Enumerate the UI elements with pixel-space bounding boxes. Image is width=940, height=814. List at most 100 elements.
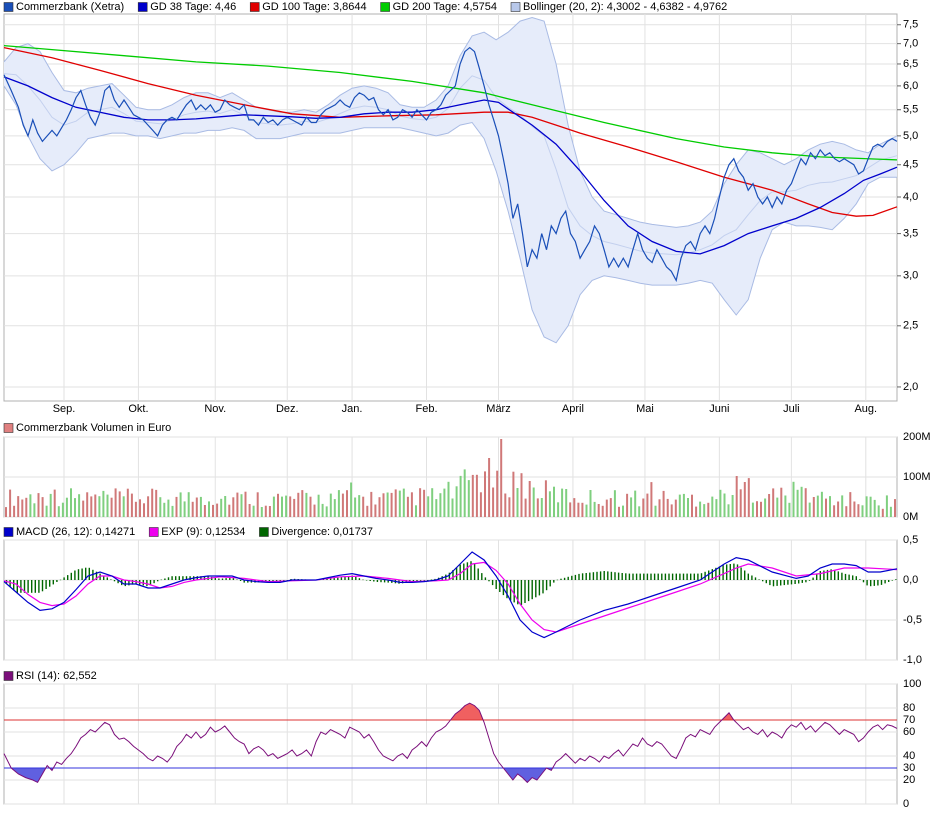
divergence-bar bbox=[203, 576, 206, 580]
divergence-bar bbox=[862, 580, 865, 583]
divergence-bar bbox=[27, 580, 29, 593]
volume-bar bbox=[321, 503, 324, 517]
volume-bar bbox=[370, 491, 373, 517]
volume-tick-label: 200M bbox=[903, 431, 931, 443]
divergence-bar bbox=[355, 576, 357, 580]
volume-bar bbox=[467, 480, 470, 517]
divergence-bar bbox=[823, 570, 825, 580]
divergence-bar bbox=[844, 573, 847, 580]
volume-bar bbox=[597, 504, 600, 517]
legend-swatch bbox=[3, 2, 14, 12]
divergence-bar bbox=[563, 577, 566, 580]
divergence-bar bbox=[866, 580, 868, 586]
volume-bar bbox=[212, 504, 214, 517]
rsi-tick-label: 20 bbox=[903, 774, 915, 786]
rsi-tick-label: 60 bbox=[903, 726, 915, 738]
divergence-bar bbox=[221, 578, 224, 580]
volume-bar bbox=[747, 478, 750, 517]
divergence-bar bbox=[272, 580, 274, 582]
volume-bar bbox=[203, 505, 206, 517]
divergence-bar bbox=[167, 577, 170, 580]
legend-label: MACD (26, 12): 0,14271 bbox=[16, 526, 135, 538]
volume-bar bbox=[719, 489, 722, 517]
divergence-bar bbox=[808, 580, 811, 581]
volume-bar bbox=[382, 493, 385, 517]
divergence-bar bbox=[373, 580, 375, 582]
volume-bar bbox=[544, 480, 547, 517]
volume-bar bbox=[9, 489, 12, 517]
volume-bar bbox=[589, 490, 592, 517]
divergence-bar bbox=[49, 580, 51, 587]
divergence-bar bbox=[20, 580, 22, 593]
legend-swatch bbox=[148, 527, 159, 537]
divergence-bar bbox=[459, 564, 461, 580]
volume-bar bbox=[569, 502, 572, 517]
volume-bar bbox=[707, 502, 710, 517]
divergence-bar bbox=[103, 575, 105, 580]
legend-label: Divergence: 0,01737 bbox=[271, 526, 373, 538]
volume-bar bbox=[548, 491, 551, 517]
volume-bar bbox=[772, 488, 775, 517]
volume-bar bbox=[285, 495, 288, 517]
divergence-bar bbox=[369, 580, 371, 581]
divergence-bar bbox=[556, 579, 559, 581]
divergence-bar bbox=[607, 571, 609, 580]
divergence-bar bbox=[113, 580, 116, 582]
volume-bar bbox=[739, 489, 742, 517]
volume-bar bbox=[435, 499, 438, 517]
volume-bar bbox=[195, 497, 198, 517]
month-label: Juli bbox=[783, 403, 800, 415]
volume-bar bbox=[130, 493, 133, 517]
divergence-bar bbox=[88, 567, 90, 580]
divergence-bar bbox=[362, 579, 364, 581]
divergence-bar bbox=[708, 570, 710, 580]
volume-bar bbox=[735, 476, 738, 517]
divergence-bar bbox=[538, 580, 541, 596]
divergence-bar bbox=[589, 572, 591, 580]
volume-bar bbox=[41, 497, 44, 517]
divergence-bar bbox=[488, 580, 490, 582]
volume-bar bbox=[605, 499, 608, 517]
divergence-bar bbox=[560, 578, 562, 580]
divergence-bar bbox=[596, 571, 598, 580]
bollinger-upper-line bbox=[3, 16, 898, 228]
volume-bar bbox=[471, 474, 474, 517]
volume-bar bbox=[74, 498, 76, 517]
divergence-bar bbox=[625, 573, 627, 580]
volume-bar bbox=[687, 498, 689, 517]
volume-bar bbox=[691, 494, 693, 517]
divergence-bar bbox=[13, 580, 15, 591]
volume-bar bbox=[841, 495, 844, 517]
macd-tick-label: -0,5 bbox=[903, 614, 922, 626]
divergence-bar bbox=[517, 580, 519, 605]
volume-bar bbox=[118, 491, 121, 517]
volume-bar bbox=[573, 498, 576, 517]
divergence-bar bbox=[520, 580, 523, 605]
divergence-bar bbox=[816, 574, 818, 580]
volume-bar bbox=[512, 471, 515, 517]
divergence-bar bbox=[787, 580, 789, 585]
divergence-bar bbox=[178, 576, 180, 580]
volume-tick-label: 100M bbox=[903, 471, 931, 483]
divergence-bar bbox=[527, 580, 530, 602]
divergence-bar bbox=[473, 563, 476, 580]
volume-bar bbox=[264, 505, 267, 517]
volume-bar bbox=[244, 491, 247, 517]
legend-swatch bbox=[137, 2, 148, 12]
divergence-bar bbox=[268, 580, 271, 582]
volume-bar bbox=[175, 496, 178, 517]
month-label: Feb. bbox=[415, 403, 437, 415]
divergence-bar bbox=[754, 577, 757, 580]
divergence-bar bbox=[67, 575, 69, 580]
volume-bar bbox=[366, 505, 369, 517]
volume-bar bbox=[865, 496, 868, 517]
volume-bar bbox=[313, 504, 316, 517]
rsi-frame bbox=[3, 683, 898, 805]
divergence-bar bbox=[549, 580, 551, 587]
volume-bar bbox=[699, 501, 702, 517]
price-tick-label: 3,5 bbox=[903, 228, 918, 240]
divergence-bar bbox=[326, 578, 328, 580]
volume-bar bbox=[540, 498, 543, 517]
divergence-bar bbox=[668, 573, 670, 580]
divergence-bar bbox=[801, 580, 803, 583]
